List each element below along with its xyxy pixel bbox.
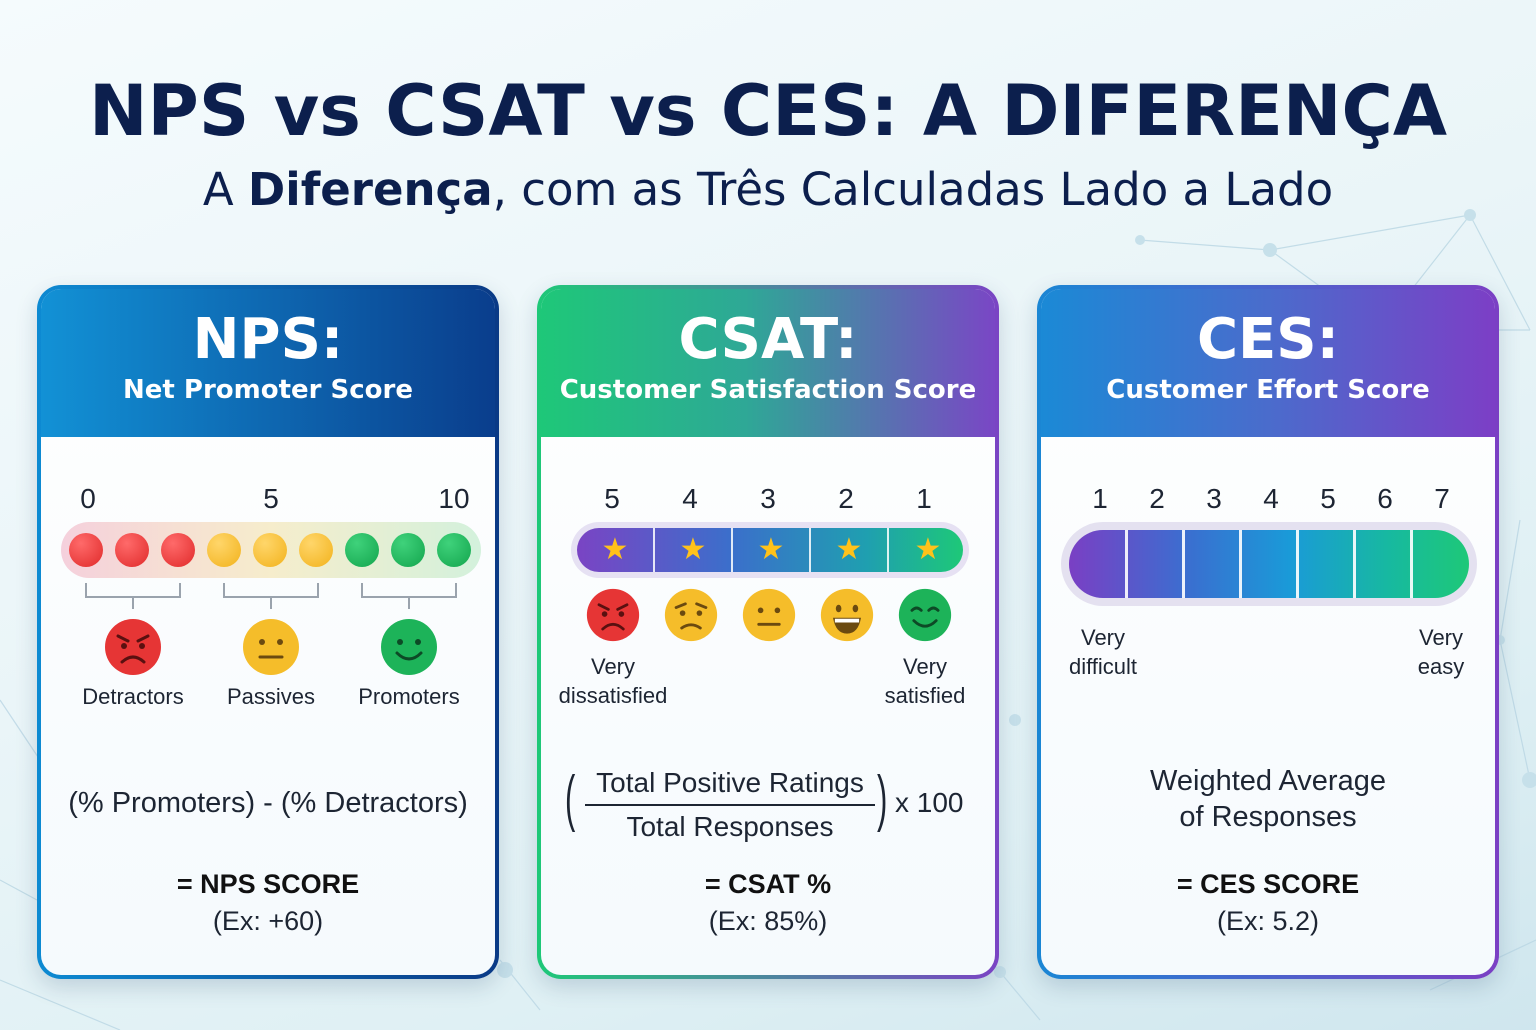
nps-dot [345,533,379,567]
ces-card: CES: Customer Effort Score 1 2 3 4 5 6 7… [1037,285,1499,979]
worried-face-icon [664,588,718,642]
nps-dot [253,533,287,567]
nps-dot [69,533,103,567]
ces-result: = CES SCORE [1176,869,1360,899]
ces-divider [1296,530,1299,598]
csat-name: Customer Satisfaction Score [559,375,977,405]
nps-dot [161,533,195,567]
ces-scale-5: 5 [1320,483,1336,514]
nps-card-header: NPS: Net Promoter Score [41,289,495,437]
nps-name: Net Promoter Score [123,375,413,405]
ces-divider [1239,530,1242,598]
angry-face-icon [586,588,640,642]
ces-divider [1410,530,1413,598]
nps-dot [391,533,425,567]
main-title: NPS vs CSAT vs CES: A DIFERENÇA [88,70,1448,152]
nps-example: (Ex: +60) [212,906,324,936]
csat-scale-4: 4 [682,483,698,514]
nps-dot [437,533,471,567]
neutral-face-icon [742,588,796,642]
ces-divider [1182,530,1185,598]
ces-divider [1353,530,1356,598]
csat-result: = CSAT % [704,869,832,899]
nps-scale-min: 0 [80,483,96,514]
ces-scale-4: 4 [1263,483,1279,514]
csat-card-header: CSAT: Customer Satisfaction Score [541,289,995,437]
csat-scale-5: 5 [604,483,620,514]
fraction-line [585,804,875,806]
nps-title: NPS: [192,307,344,372]
subtitle: A Diferença, com as Três Calculadas Lado… [202,163,1334,216]
csat-star-track: ★ ★ ★ ★ ★ [571,522,969,578]
csat-high-label: Very satisfied [884,654,966,708]
csat-low-label: Very dissatisfied [558,654,668,708]
star-icon: ★ [577,528,655,572]
csat-scale-3: 3 [760,483,776,514]
nps-group-brackets [85,583,457,609]
csat-scale-1: 1 [916,483,932,514]
ces-high-label: Very easy [1417,625,1465,679]
ces-scale-2: 2 [1149,483,1165,514]
nps-group-passives: Passives [226,684,316,709]
star-icon: ★ [811,528,889,572]
ces-scale-6: 6 [1377,483,1393,514]
csat-multiplier: x 100 [895,787,964,818]
angry-face-icon [105,619,161,675]
csat-scale-2: 2 [838,483,854,514]
ces-name: Customer Effort Score [1106,375,1430,405]
csat-title: CSAT: [678,307,858,372]
csat-formula: ( Total Positive Ratings Total Responses… [565,764,964,842]
nps-dot [115,533,149,567]
nps-dot [299,533,333,567]
star-icon: ★ [733,528,811,572]
ces-scale-7: 7 [1434,483,1450,514]
ces-example: (Ex: 5.2) [1216,906,1320,936]
nps-scale-mid: 5 [263,483,279,514]
star-icon: ★ [914,533,942,566]
ces-formula: Weighted Average of Responses [1150,765,1386,833]
nps-card: NPS: Net Promoter Score 0 5 10 [37,285,499,979]
csat-numerator: Total Positive Ratings [596,767,864,798]
csat-example: (Ex: 85%) [708,906,828,936]
smiling-face-icon [898,588,952,642]
nps-formula: (% Promoters) - (% Detractors) [68,787,468,819]
ces-low-label: Very difficult [1068,625,1138,679]
nps-scale-track [61,522,481,578]
csat-card: CSAT: Customer Satisfaction Score 5 4 3 … [537,285,999,979]
nps-scale-max: 10 [438,483,470,514]
nps-result: = NPS SCORE [176,869,360,899]
nps-group-detractors: Detractors [82,684,184,709]
smiling-face-icon [381,619,437,675]
star-icon: ★ [655,528,733,572]
ces-divider [1125,530,1128,598]
grinning-face-icon [820,588,874,642]
csat-denominator: Total Responses [626,811,834,842]
ces-effort-bar [1061,522,1477,606]
ces-scale-3: 3 [1206,483,1222,514]
nps-dot [207,533,241,567]
ces-scale-1: 1 [1092,483,1108,514]
ces-title: CES: [1196,307,1340,372]
ces-card-header: CES: Customer Effort Score [1041,289,1495,437]
nps-group-promoters: Promoters [358,684,460,709]
neutral-face-icon [243,619,299,675]
